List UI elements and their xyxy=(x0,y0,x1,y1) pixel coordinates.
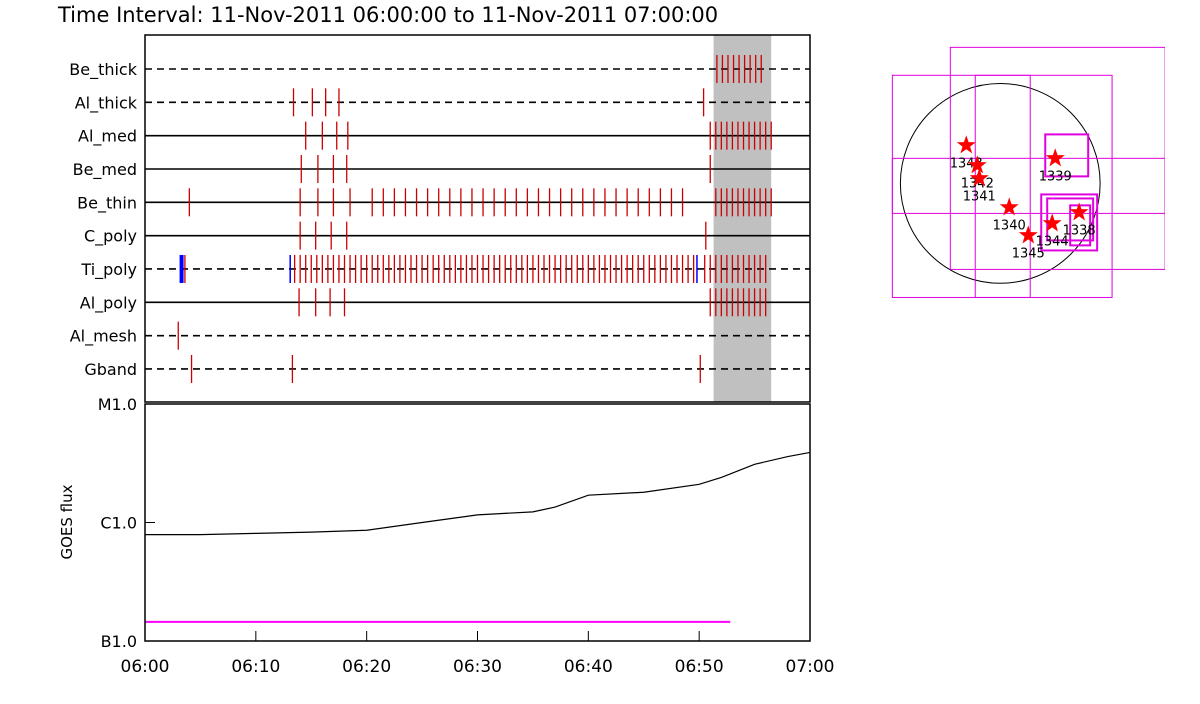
row-label: Be_thin xyxy=(77,193,137,213)
fov-box xyxy=(1040,193,1099,252)
x-tick-label: 06:20 xyxy=(342,657,391,677)
region-label: 1345 xyxy=(1012,246,1045,261)
x-tick-label: 06:10 xyxy=(231,657,280,677)
row-label: Al_thick xyxy=(75,93,138,113)
y-tick-label: B1.0 xyxy=(101,632,137,651)
region-label: 1338 xyxy=(1063,223,1096,238)
x-tick-label: 06:00 xyxy=(121,657,170,677)
active-region xyxy=(1069,202,1089,221)
fov-box xyxy=(974,74,1031,298)
row-label: Al_mesh xyxy=(70,327,137,347)
active-region xyxy=(969,168,989,187)
region-label: 1341 xyxy=(963,189,996,204)
line xyxy=(145,451,811,536)
chart-title: Time Interval: 11-Nov-2011 06:00:00 to 1… xyxy=(57,3,718,27)
active-region xyxy=(1045,148,1065,167)
row-label: Be_med xyxy=(73,160,137,180)
y-tick-label: C1.0 xyxy=(100,514,137,533)
solar-disk xyxy=(899,83,1101,284)
fov-box xyxy=(1044,133,1090,178)
frame xyxy=(144,34,811,403)
x-tick-label: 07:00 xyxy=(786,657,835,677)
row-label: Ti_poly xyxy=(80,260,137,280)
x-tick-label: 06:40 xyxy=(564,657,613,677)
region-label: 1339 xyxy=(1039,169,1072,184)
active-region xyxy=(967,155,987,174)
active-region xyxy=(956,135,976,154)
frame xyxy=(144,403,811,642)
region-label: 1340 xyxy=(993,218,1026,233)
row-label: Al_poly xyxy=(80,293,137,313)
fov-box xyxy=(891,74,1113,298)
row-label: C_poly xyxy=(84,227,137,247)
region-label: 1342 xyxy=(961,176,994,191)
x-tick-label: 06:50 xyxy=(675,657,724,677)
row-label: Al_med xyxy=(78,127,137,147)
shade xyxy=(713,35,772,402)
y-tick-label: M1.0 xyxy=(98,395,137,414)
row-label: Be_thick xyxy=(69,60,137,80)
active-region xyxy=(1042,213,1062,232)
region-label: 1344 xyxy=(1036,234,1069,249)
fov-box xyxy=(891,157,1165,214)
x-tick-label: 06:30 xyxy=(453,657,502,677)
active-region xyxy=(999,197,1019,216)
active-region xyxy=(1018,225,1038,244)
row-label: Gband xyxy=(84,360,137,379)
y-axis-label: GOES flux xyxy=(58,484,76,559)
